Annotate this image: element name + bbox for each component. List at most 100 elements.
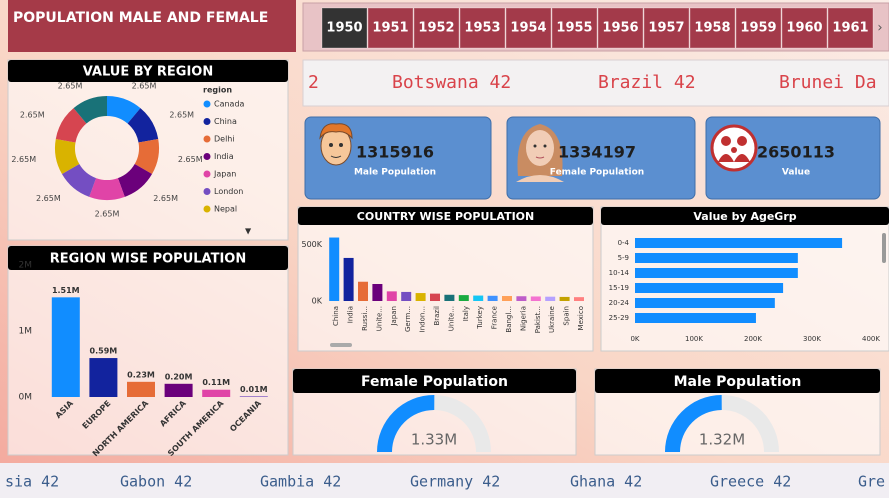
y-tick-label: 2M bbox=[19, 261, 33, 271]
y-tick-label: 0-4 bbox=[618, 239, 630, 247]
year-button[interactable] bbox=[781, 7, 828, 49]
year-label[interactable]: 1956 bbox=[602, 21, 638, 36]
y-tick-label: 500K bbox=[301, 240, 322, 249]
panel-title-bar bbox=[293, 369, 576, 393]
ticker-item: sia 42 bbox=[5, 473, 59, 491]
year-button[interactable] bbox=[551, 7, 598, 49]
bar bbox=[430, 293, 440, 301]
bar bbox=[635, 283, 784, 293]
ticker-item: Germany 42 bbox=[410, 473, 500, 491]
x-tick-label: Russi... bbox=[361, 306, 369, 331]
slicer-arrow[interactable]: › bbox=[877, 21, 882, 36]
year-button[interactable] bbox=[827, 7, 874, 49]
panel bbox=[600, 206, 889, 352]
year-button[interactable] bbox=[689, 7, 736, 49]
year-button[interactable] bbox=[505, 7, 552, 49]
year-button[interactable] bbox=[413, 7, 460, 49]
year-button[interactable] bbox=[735, 7, 782, 49]
x-tick-label: Japan bbox=[390, 306, 398, 327]
bar bbox=[127, 381, 155, 397]
year-label[interactable]: 1951 bbox=[372, 21, 408, 36]
year-label[interactable]: 1957 bbox=[648, 21, 684, 36]
year-label[interactable]: 1959 bbox=[740, 21, 776, 36]
year-button[interactable] bbox=[597, 7, 644, 49]
legend-label[interactable]: Japan bbox=[213, 170, 236, 179]
legend-scroll[interactable]: ▼ bbox=[245, 227, 252, 236]
bar bbox=[545, 296, 556, 301]
bar bbox=[574, 297, 584, 301]
year-button[interactable] bbox=[643, 7, 690, 49]
legend-swatch bbox=[203, 170, 211, 178]
panel-title: COUNTRY WISE POPULATION bbox=[357, 210, 534, 223]
legend-label[interactable]: London bbox=[214, 187, 243, 196]
x-tick-label: India bbox=[347, 306, 355, 323]
header-title: POPULATION MALE AND FEMALE bbox=[13, 10, 268, 26]
panel-title: REGION WISE POPULATION bbox=[50, 252, 246, 267]
legend-label[interactable]: China bbox=[214, 117, 237, 126]
panel-title: VALUE BY REGION bbox=[83, 65, 214, 80]
year-label[interactable]: 1958 bbox=[694, 21, 730, 36]
ticker-item: Botswana 42 bbox=[392, 72, 511, 93]
x-tick-label: Italy bbox=[462, 306, 470, 321]
x-tick-label: Nigeria bbox=[519, 306, 527, 331]
x-tick-label: 100K bbox=[685, 335, 703, 343]
year-button[interactable] bbox=[367, 7, 414, 49]
year-label[interactable]: 1960 bbox=[786, 21, 822, 36]
y-tick-label: 0M bbox=[19, 393, 33, 403]
year-label[interactable]: 1952 bbox=[418, 21, 454, 36]
legend-label[interactable]: Delhi bbox=[214, 135, 235, 144]
bar bbox=[415, 293, 426, 301]
donut-slice bbox=[117, 164, 153, 197]
ticker-item: Gabon 42 bbox=[120, 473, 192, 491]
legend-swatch bbox=[203, 153, 211, 160]
year-label[interactable]: 1955 bbox=[556, 21, 592, 36]
bar bbox=[635, 313, 756, 323]
data-label: 2.65M bbox=[169, 111, 194, 120]
kpi-value: 1315916 bbox=[356, 143, 434, 162]
bar bbox=[487, 295, 498, 301]
legend-label[interactable]: Canada bbox=[214, 100, 245, 109]
year-label[interactable]: 1953 bbox=[464, 21, 500, 36]
legend-swatch bbox=[203, 188, 211, 195]
year-label[interactable]: 1950 bbox=[326, 21, 362, 36]
bar bbox=[329, 237, 340, 301]
x-tick-label: Germ... bbox=[404, 306, 412, 332]
bar bbox=[51, 297, 80, 397]
family-icon bbox=[710, 124, 758, 172]
x-tick-label: Pakist... bbox=[534, 306, 542, 333]
x-tick-label: 300K bbox=[803, 335, 821, 343]
data-label: 0.23M bbox=[127, 370, 155, 379]
donut-slice bbox=[107, 96, 141, 124]
legend-label[interactable]: India bbox=[214, 152, 234, 161]
legend-label[interactable]: Nepal bbox=[214, 205, 237, 214]
donut-slice bbox=[89, 178, 125, 200]
legend-swatch bbox=[203, 135, 211, 143]
scrollbar[interactable] bbox=[882, 233, 886, 263]
data-label: 2.65M bbox=[95, 210, 120, 219]
ticker-item: Ghana 42 bbox=[570, 473, 642, 491]
bar bbox=[473, 295, 484, 301]
header-bar bbox=[8, 0, 296, 52]
x-tick-label: Unite... bbox=[375, 306, 383, 331]
donut-slice bbox=[55, 108, 87, 143]
male-icon bbox=[319, 123, 353, 166]
kpi-value: 1334197 bbox=[558, 143, 636, 162]
year-label[interactable]: 1954 bbox=[510, 21, 546, 36]
year-button[interactable] bbox=[459, 7, 506, 49]
bar bbox=[372, 284, 383, 301]
y-tick-label: 0K bbox=[312, 297, 323, 306]
year-label[interactable]: 1961 bbox=[832, 21, 868, 36]
x-tick-label: Indon... bbox=[419, 306, 427, 332]
y-tick-label: 15-19 bbox=[609, 284, 629, 292]
x-tick-label: Mexico bbox=[577, 306, 585, 330]
kpi-label: Male Population bbox=[354, 168, 436, 178]
bar bbox=[516, 296, 527, 301]
bar bbox=[239, 396, 268, 397]
panel-title-bar bbox=[601, 207, 889, 225]
gauge-label: 1.32M bbox=[699, 431, 745, 449]
scrollbar[interactable] bbox=[330, 343, 352, 347]
bar bbox=[401, 291, 412, 301]
bar bbox=[444, 294, 455, 301]
year-button[interactable] bbox=[321, 7, 368, 49]
panel-title-bar bbox=[298, 207, 593, 225]
